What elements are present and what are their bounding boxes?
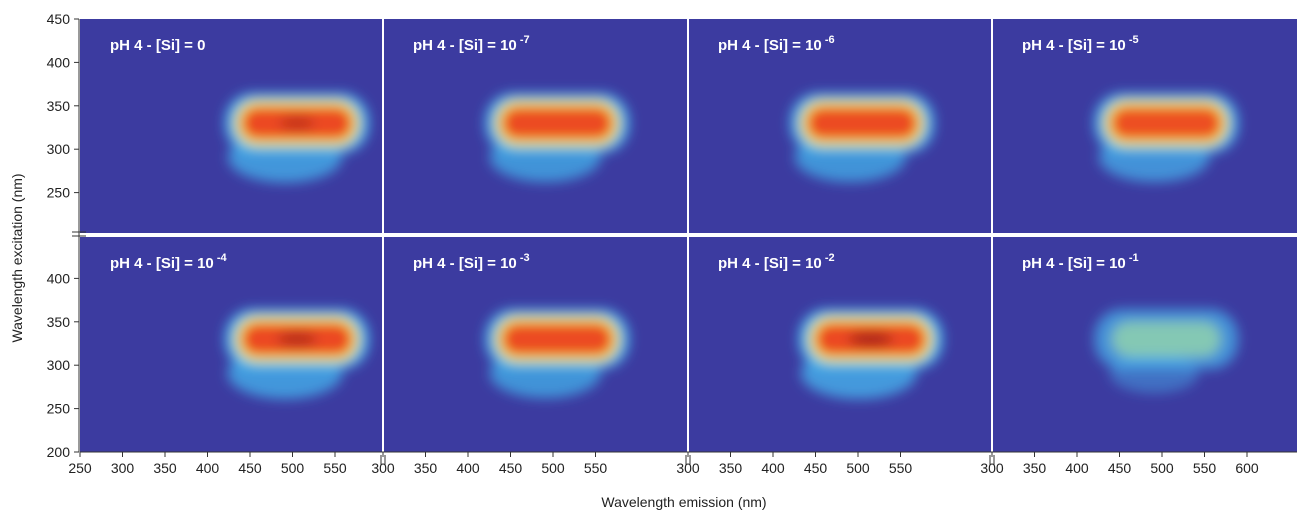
fluorescence-peak [1094, 93, 1239, 183]
panel-label: pH 4 - [Si] = 10 -6 [718, 34, 835, 54]
x-tick-label: 500 [541, 460, 565, 476]
y-axis-title: Wavelength excitation (nm) [9, 173, 25, 342]
panel-label: pH 4 - [Si] = 10 -2 [718, 252, 835, 272]
x-tick-label: 400 [196, 460, 220, 476]
x-tick-label: 300 [111, 460, 135, 476]
fluorescence-peak [798, 309, 943, 400]
x-tick-label: 350 [719, 460, 743, 476]
x-tick-label: 400 [761, 460, 785, 476]
y-tick-label: 450 [47, 11, 71, 27]
x-tick-label: 450 [499, 460, 523, 476]
x-tick-label: 500 [281, 460, 305, 476]
panel-label: pH 4 - [Si] = 10 -4 [110, 252, 228, 272]
fluorescence-peak [485, 309, 630, 399]
heatmap-panel [80, 237, 383, 452]
fluorescence-peak [225, 309, 369, 399]
x-tick-label: 400 [456, 460, 480, 476]
fluorescence-peak [790, 93, 935, 183]
y-tick-label: 300 [47, 141, 71, 157]
panel-label: pH 4 - [Si] = 10 -1 [1022, 252, 1139, 272]
y-tick-label: 250 [47, 401, 71, 417]
x-tick-label: 250 [68, 460, 92, 476]
y-axis: 250 300 350 400 450 200 250 300 350 400 [47, 11, 86, 460]
x-tick-label: 550 [1193, 460, 1217, 476]
x-tick-label: 550 [584, 460, 608, 476]
heatmap-panel [688, 19, 992, 233]
x-tick-label: 300 [676, 460, 700, 476]
fluorescence-peak [485, 93, 630, 183]
panel-label: pH 4 - [Si] = 10 -3 [413, 252, 530, 272]
x-tick-label: 600 [1235, 460, 1259, 476]
y-tick-label: 350 [47, 314, 71, 330]
y-tick-label: 400 [47, 54, 71, 70]
x-tick-label: 450 [804, 460, 828, 476]
heatmap-panel [383, 19, 688, 233]
fluorescence-peak [225, 93, 369, 183]
x-tick-label: 300 [371, 460, 395, 476]
y-tick-label: 200 [47, 444, 71, 460]
fluorescence-peak [1094, 309, 1239, 394]
x-tick-label: 500 [1150, 460, 1174, 476]
x-tick-label: 350 [153, 460, 177, 476]
panel-label: pH 4 - [Si] = 10 -5 [1022, 34, 1139, 54]
x-axis: 250 300 350 400 450 500 550 300 350 400 450 500 550 3… [68, 451, 1297, 476]
x-tick-label: 500 [846, 460, 870, 476]
y-tick-label: 400 [47, 270, 71, 286]
x-tick-label: 550 [889, 460, 913, 476]
x-tick-label: 300 [980, 460, 1004, 476]
panel-dividers [80, 19, 1297, 452]
heatmap-panels: pH 4 - [Si] = 0 pH 4 - [Si] = 10 -7 pH 4 -… [80, 19, 1297, 452]
x-tick-label: 350 [414, 460, 438, 476]
y-tick-label: 300 [47, 357, 71, 373]
x-tick-label: 450 [1108, 460, 1132, 476]
x-tick-label: 400 [1065, 460, 1089, 476]
heatmap-panel [992, 19, 1297, 233]
panel-label: pH 4 - [Si] = 10 -7 [413, 34, 530, 54]
heatmap-panel [992, 237, 1297, 452]
panel-label: pH 4 - [Si] = 0 [110, 37, 205, 54]
x-tick-label: 550 [323, 460, 347, 476]
y-tick-label: 350 [47, 98, 71, 114]
x-axis-title: Wavelength emission (nm) [601, 494, 766, 510]
heatmap-panel [80, 19, 383, 233]
heatmap-panel [383, 237, 688, 452]
x-tick-label: 350 [1023, 460, 1047, 476]
y-tick-label: 250 [47, 185, 71, 201]
x-tick-label: 450 [238, 460, 262, 476]
heatmap-panel [688, 237, 992, 452]
